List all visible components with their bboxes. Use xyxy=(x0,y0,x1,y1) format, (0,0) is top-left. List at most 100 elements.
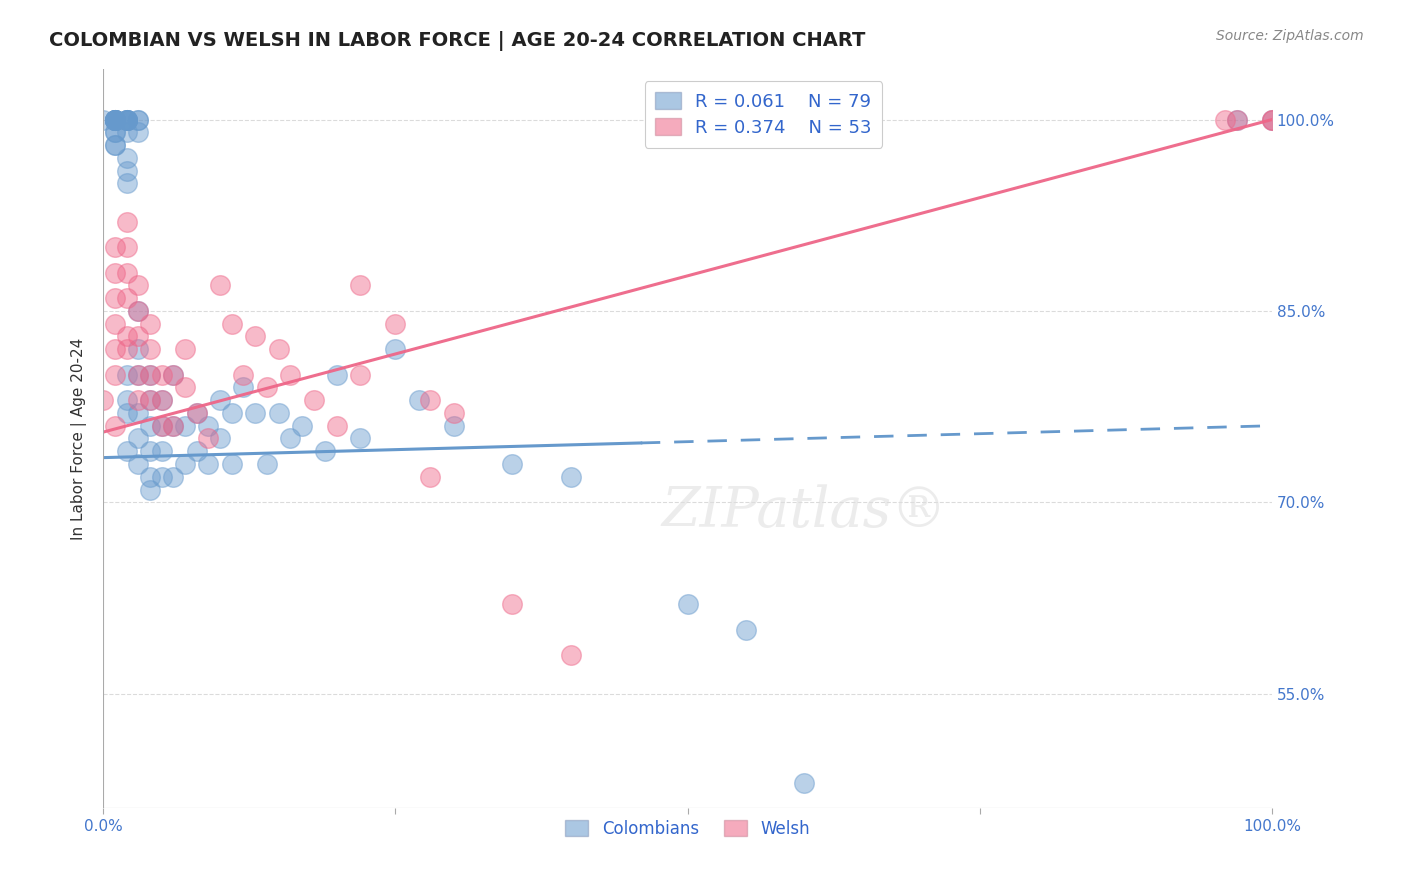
Point xyxy=(115,406,138,420)
Point xyxy=(419,393,441,408)
Point xyxy=(256,380,278,394)
Point xyxy=(127,304,149,318)
Point xyxy=(115,112,138,127)
Point xyxy=(104,125,127,139)
Point xyxy=(104,112,127,127)
Point xyxy=(162,469,184,483)
Point xyxy=(115,151,138,165)
Point xyxy=(139,469,162,483)
Point xyxy=(186,444,208,458)
Text: ZIPatlas®: ZIPatlas® xyxy=(662,483,948,539)
Point xyxy=(150,393,173,408)
Point xyxy=(127,304,149,318)
Point xyxy=(221,457,243,471)
Point xyxy=(408,393,430,408)
Text: Source: ZipAtlas.com: Source: ZipAtlas.com xyxy=(1216,29,1364,43)
Point xyxy=(104,112,127,127)
Point xyxy=(139,483,162,497)
Point xyxy=(314,444,336,458)
Point xyxy=(1226,112,1249,127)
Point xyxy=(91,393,114,408)
Point xyxy=(104,112,127,127)
Point xyxy=(243,329,266,343)
Point xyxy=(127,329,149,343)
Point xyxy=(197,418,219,433)
Point xyxy=(91,112,114,127)
Point xyxy=(267,406,290,420)
Point xyxy=(104,125,127,139)
Point xyxy=(793,776,815,790)
Point xyxy=(267,342,290,356)
Point xyxy=(197,432,219,446)
Point xyxy=(735,623,758,637)
Point xyxy=(291,418,314,433)
Point xyxy=(104,138,127,153)
Point xyxy=(104,112,127,127)
Point xyxy=(150,469,173,483)
Point xyxy=(150,368,173,382)
Point xyxy=(104,368,127,382)
Point xyxy=(104,240,127,254)
Point xyxy=(115,214,138,228)
Point xyxy=(127,368,149,382)
Point xyxy=(115,112,138,127)
Point xyxy=(115,112,138,127)
Point xyxy=(104,112,127,127)
Point xyxy=(150,393,173,408)
Point xyxy=(501,457,523,471)
Point xyxy=(1226,112,1249,127)
Point xyxy=(127,406,149,420)
Point xyxy=(115,444,138,458)
Point xyxy=(115,112,138,127)
Point xyxy=(115,342,138,356)
Point xyxy=(139,342,162,356)
Point xyxy=(139,368,162,382)
Point xyxy=(326,368,349,382)
Point xyxy=(127,125,149,139)
Point xyxy=(115,368,138,382)
Point xyxy=(104,266,127,280)
Point xyxy=(186,406,208,420)
Point xyxy=(209,278,232,293)
Point xyxy=(349,368,371,382)
Point xyxy=(162,418,184,433)
Point xyxy=(115,329,138,343)
Point xyxy=(127,112,149,127)
Point xyxy=(443,406,465,420)
Point xyxy=(104,317,127,331)
Point xyxy=(104,418,127,433)
Point xyxy=(104,342,127,356)
Point xyxy=(127,368,149,382)
Point xyxy=(127,457,149,471)
Point xyxy=(560,648,582,663)
Point xyxy=(419,469,441,483)
Legend: Colombians, Welsh: Colombians, Welsh xyxy=(558,814,817,845)
Text: COLOMBIAN VS WELSH IN LABOR FORCE | AGE 20-24 CORRELATION CHART: COLOMBIAN VS WELSH IN LABOR FORCE | AGE … xyxy=(49,31,866,51)
Point xyxy=(384,317,406,331)
Point xyxy=(127,342,149,356)
Point xyxy=(115,177,138,191)
Point xyxy=(349,278,371,293)
Point xyxy=(115,163,138,178)
Point xyxy=(150,418,173,433)
Point xyxy=(221,317,243,331)
Point xyxy=(302,393,325,408)
Point xyxy=(104,138,127,153)
Point xyxy=(278,368,301,382)
Point xyxy=(127,393,149,408)
Point xyxy=(139,317,162,331)
Point xyxy=(174,342,197,356)
Point xyxy=(232,368,254,382)
Point xyxy=(1261,112,1284,127)
Point xyxy=(501,597,523,611)
Point xyxy=(197,457,219,471)
Point xyxy=(384,342,406,356)
Point xyxy=(676,597,699,611)
Point xyxy=(115,125,138,139)
Point xyxy=(104,291,127,305)
Point xyxy=(162,418,184,433)
Point xyxy=(115,266,138,280)
Point xyxy=(104,112,127,127)
Y-axis label: In Labor Force | Age 20-24: In Labor Force | Age 20-24 xyxy=(72,337,87,540)
Point xyxy=(162,368,184,382)
